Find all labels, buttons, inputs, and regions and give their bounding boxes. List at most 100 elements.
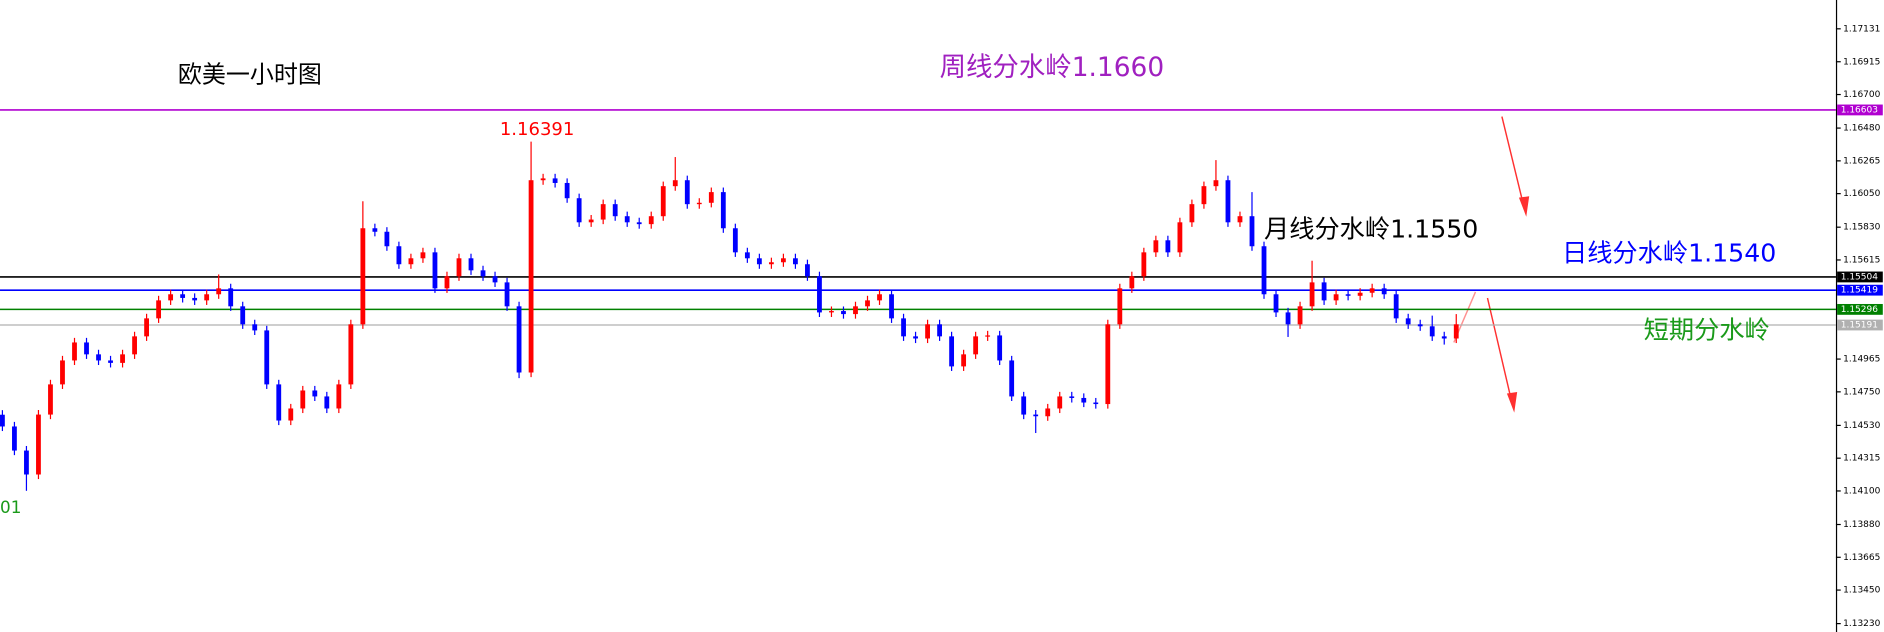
candle-body — [204, 294, 210, 301]
candle-body — [1105, 324, 1111, 405]
annotation: 周线分水岭1.1660 — [940, 52, 1165, 83]
candle-body — [1093, 402, 1099, 405]
candle-body — [1261, 246, 1267, 295]
candle-body — [708, 192, 714, 203]
candle-body — [1345, 294, 1351, 296]
candle-body — [1213, 180, 1219, 187]
candle-body — [817, 276, 822, 313]
level-label: 1.15296 — [1841, 305, 1878, 315]
level-label-box — [1837, 104, 1883, 116]
candle-body — [913, 336, 918, 339]
y-tick-label: 1.17131 — [1843, 24, 1880, 34]
candle-body — [853, 306, 858, 315]
candle-body — [1081, 397, 1087, 403]
candle-body — [600, 204, 606, 220]
arrows — [1453, 116, 1530, 413]
candle-body — [901, 318, 906, 337]
candle-body — [168, 294, 174, 301]
candle-body — [132, 336, 137, 355]
candle-body — [564, 182, 570, 199]
candle-body — [612, 204, 618, 217]
candle-body — [793, 258, 798, 265]
candle-body — [1381, 288, 1387, 295]
annotation: 短期分水岭 — [1644, 316, 1770, 345]
candle-body — [144, 318, 149, 337]
candle-body — [805, 264, 810, 277]
candle-body — [468, 258, 474, 271]
level-label: 1.15191 — [1841, 321, 1878, 331]
y-tick-label: 1.14100 — [1843, 486, 1880, 496]
level-label-box — [1837, 271, 1883, 283]
candle-body — [1297, 306, 1303, 325]
candle-body — [60, 360, 65, 385]
y-tick-label: 1.14315 — [1843, 454, 1880, 464]
y-tick-label: 1.14530 — [1843, 421, 1880, 431]
candle-body — [360, 228, 366, 325]
candle-body — [1165, 240, 1171, 253]
candle-body — [780, 258, 786, 263]
candle-body — [732, 228, 738, 253]
level-label-box — [1837, 303, 1883, 315]
candle-body — [1045, 408, 1051, 417]
candle-body — [396, 246, 402, 265]
candle-body — [1129, 276, 1135, 289]
candle-body — [1021, 396, 1027, 415]
candle-body — [1237, 216, 1243, 223]
y-tick-label: 1.16915 — [1843, 57, 1880, 67]
y-tick-label: 1.14750 — [1843, 387, 1880, 397]
candle-body — [0, 414, 5, 427]
candle-body — [36, 414, 41, 475]
annotation: 月线分水岭1.1550 — [1264, 215, 1478, 244]
candle-body — [588, 219, 594, 223]
level-label-box — [1837, 319, 1883, 331]
candle-body — [1441, 336, 1447, 339]
candle-body — [312, 390, 318, 397]
candle-body — [456, 258, 462, 277]
candle-body — [1357, 292, 1363, 296]
candle-body — [1069, 396, 1075, 398]
y-tick-label: 1.13665 — [1843, 553, 1880, 563]
y-tick-label: 1.13230 — [1843, 619, 1880, 629]
candle-body — [576, 198, 582, 223]
candle-body — [1189, 204, 1195, 223]
candle-body — [444, 276, 450, 289]
candle-body — [336, 384, 342, 409]
candle-body — [1177, 222, 1183, 253]
chart-title: 欧美一小时图 — [178, 61, 322, 89]
candle-body — [516, 306, 522, 373]
candle-body — [889, 294, 894, 319]
candle-body — [1057, 396, 1063, 409]
candle-body — [1273, 294, 1279, 313]
candle-body — [264, 330, 270, 385]
candle-body — [973, 336, 979, 355]
arrow-head — [1506, 392, 1518, 413]
candle-body — [636, 222, 642, 225]
y-tick-label: 1.14965 — [1843, 355, 1880, 365]
candle-body — [192, 297, 198, 301]
candle-body — [985, 335, 991, 337]
candle-body — [432, 252, 438, 289]
candle-body — [648, 216, 654, 225]
candle-body — [84, 342, 89, 355]
annotation: 01 — [0, 497, 21, 517]
candle-body — [1369, 288, 1375, 293]
candle-body — [216, 288, 222, 295]
candle-body — [540, 178, 546, 181]
candle-body — [865, 300, 870, 307]
candle-body — [1417, 324, 1423, 327]
candle-body — [1405, 318, 1411, 325]
candle-body — [240, 306, 246, 325]
candles — [0, 141, 1459, 491]
candle-body — [841, 311, 846, 315]
candle-body — [552, 178, 558, 183]
y-tick-label: 1.16480 — [1843, 124, 1880, 134]
candle-body — [48, 384, 53, 415]
candle-body — [1285, 312, 1291, 325]
candle-body — [480, 270, 486, 277]
candle-body — [348, 324, 354, 385]
annotation: 1.16391 — [500, 119, 575, 140]
candle-body — [492, 276, 498, 283]
level-label: 1.15419 — [1841, 286, 1878, 296]
